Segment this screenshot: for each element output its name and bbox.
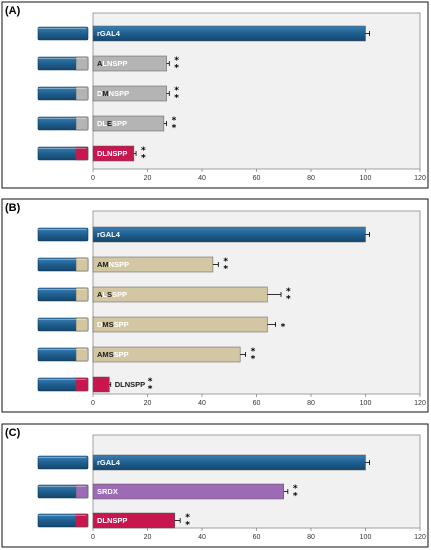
x-tick-label: 60 [253,175,261,182]
significance-star: * [174,64,179,74]
construct-icon [37,56,89,71]
significance-star: * [251,355,256,365]
construct-icon [37,116,89,131]
x-tick-label: 120 [414,175,426,182]
construct-icon [37,377,89,392]
significance-star: * [281,323,286,333]
bar-label: AMNSPP [97,260,129,269]
x-tick-label: 40 [198,400,206,407]
x-tick-label: 20 [144,400,152,407]
bar-label: DMNSPP [97,89,129,98]
x-tick-label: 100 [360,175,372,182]
x-tick-label: 100 [360,400,372,407]
bar-dlnspp [92,376,110,393]
construct-icon [37,227,89,242]
construct-tail [75,257,89,272]
bar-label: SRDX [97,487,118,496]
x-tick-label: 120 [414,534,426,541]
significance-star: * [174,94,179,104]
construct-icon [37,86,89,101]
x-tick-label: 60 [253,400,261,407]
significance-star: * [223,257,228,267]
construct-icon [37,455,89,470]
significance-star: * [251,347,256,357]
x-tick-label: 0 [91,534,95,541]
bar-label: ALSSPP [97,290,127,299]
significance-star: * [148,377,153,387]
significance-star: * [286,287,291,297]
construct-tail [75,317,89,332]
construct-icon [37,287,89,302]
x-tick-label: 20 [144,175,152,182]
construct-body [37,26,89,41]
bar-rgal4 [92,226,366,243]
significance-star: * [172,116,177,126]
x-tick-label: 60 [253,534,261,541]
x-tick-label: 40 [198,534,206,541]
construct-icon [37,146,89,161]
significance-star: * [174,86,179,96]
bar-label: DLNSPP [97,149,127,158]
significance-star: * [223,265,228,275]
construct-tail [75,513,89,528]
x-tick-label: 80 [307,534,315,541]
bar-label: DMSSPP [97,320,129,329]
bar-label: AMSSPP [97,350,129,359]
significance-star: * [141,146,146,156]
significance-star: * [172,124,177,134]
bar-label: rGAL4 [97,29,121,38]
construct-tail [75,56,89,71]
construct-tail [75,287,89,302]
x-tick-label: 20 [144,534,152,541]
x-tick-label: 80 [307,175,315,182]
construct-tail [75,146,89,161]
significance-star: * [293,492,298,502]
construct-body [37,227,89,242]
bar-srdx [92,483,284,500]
construct-icon [37,257,89,272]
significance-star: * [286,295,291,305]
panel-label: (A) [5,5,21,17]
construct-tail [75,377,89,392]
significance-star: * [174,56,179,66]
construct-tail [75,484,89,499]
construct-icon [37,26,89,41]
significance-star: * [185,521,190,531]
construct-icon [37,484,89,499]
x-tick-label: 100 [360,534,372,541]
x-tick-label: 0 [91,175,95,182]
x-tick-label: 80 [307,400,315,407]
construct-icon [37,317,89,332]
x-tick-label: 40 [198,175,206,182]
bar-label: rGAL4 [97,458,121,467]
panel-label: (C) [5,427,21,439]
significance-star: * [293,484,298,494]
construct-tail [75,347,89,362]
construct-tail [75,116,89,131]
bar-label: DLNSPP [115,380,145,389]
x-tick-label: 0 [91,400,95,407]
plot-area [92,434,421,529]
construct-tail [75,86,89,101]
significance-star: * [141,154,146,164]
construct-body [37,455,89,470]
construct-icon [37,513,89,528]
bar-label: DLNSPP [97,516,127,525]
significance-star: * [185,513,190,523]
significance-star: * [148,385,153,395]
bar-label: DLESPP [97,119,127,128]
bar-label: rGAL4 [97,230,121,239]
x-tick-label: 120 [414,400,426,407]
bar-label: ALNSPP [97,59,127,68]
panel-label: (B) [5,202,21,214]
bar-rgal4 [92,454,366,471]
construct-icon [37,347,89,362]
bar-rgal4 [92,25,366,42]
